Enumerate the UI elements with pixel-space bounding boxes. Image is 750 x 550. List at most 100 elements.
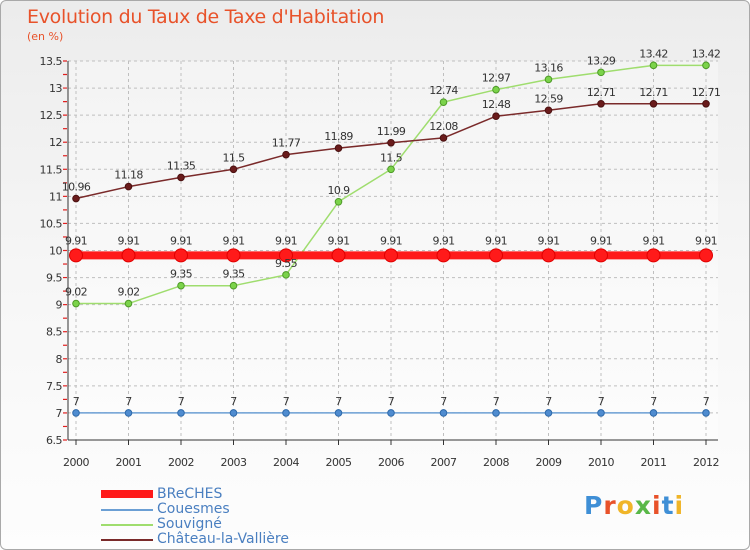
data-label-couesmes: 7 xyxy=(545,395,552,408)
data-label-breches: 9.91 xyxy=(432,234,454,247)
data-point-souvigne xyxy=(387,165,395,174)
chart-title: Evolution du Taux de Taxe d'Habitation xyxy=(27,6,385,28)
data-point-breches xyxy=(69,248,83,263)
x-tick-label: 2008 xyxy=(483,456,509,469)
data-point-chateau-la-valliere xyxy=(649,99,658,108)
data-point-breches xyxy=(541,248,556,263)
proxiti-logo: Proxiti xyxy=(584,491,684,520)
data-point-breches xyxy=(384,248,398,263)
data-label-couesmes: 7 xyxy=(650,395,657,408)
data-point-souvigne xyxy=(439,98,448,106)
legend-item-breches: BReCHES xyxy=(101,487,361,502)
data-point-souvigne xyxy=(72,299,80,308)
data-label-chateau-la-valliere: 11.89 xyxy=(324,130,353,143)
data-label-chateau-la-valliere: 11.18 xyxy=(114,169,143,182)
data-label-breches: 9.91 xyxy=(65,234,87,247)
data-point-breches xyxy=(121,248,136,263)
data-point-souvigne xyxy=(282,271,290,279)
y-tick-label: 9 xyxy=(56,299,63,312)
data-label-souvigne: 13.42 xyxy=(692,47,721,60)
data-label-souvigne: 13.29 xyxy=(587,54,616,67)
data-label-couesmes: 7 xyxy=(703,395,710,408)
data-point-couesmes xyxy=(387,409,395,417)
data-point-breches xyxy=(646,248,661,263)
data-label-breches: 9.91 xyxy=(222,234,244,247)
data-point-souvigne xyxy=(229,281,238,290)
data-label-breches: 9.91 xyxy=(642,234,664,247)
data-point-chateau-la-valliere xyxy=(702,99,710,108)
legend-swatch-chateau-la-valliere xyxy=(101,539,153,541)
data-point-souvigne xyxy=(544,75,553,84)
data-label-souvigne: 12.74 xyxy=(429,84,458,97)
data-point-chateau-la-valliere xyxy=(72,194,80,203)
logo-letter: t xyxy=(661,491,675,520)
data-point-couesmes xyxy=(282,409,290,417)
data-label-breches: 9.91 xyxy=(695,234,717,247)
logo-letter: i xyxy=(674,491,685,520)
logo-letter: o xyxy=(616,491,635,520)
data-label-chateau-la-valliere: 11.5 xyxy=(222,151,245,164)
data-point-breches xyxy=(226,248,241,263)
x-tick-label: 2006 xyxy=(378,456,404,469)
y-tick-label: 10.5 xyxy=(40,217,63,230)
data-point-souvigne xyxy=(492,85,500,94)
data-label-breches: 9.91 xyxy=(485,234,507,247)
data-label-souvigne: 10.9 xyxy=(327,184,350,197)
legend-item-souvigne: Souvigné xyxy=(101,517,361,532)
chart-legend: BReCHES Couesmes Souvigné Château-la-Val… xyxy=(101,487,361,547)
x-tick-label: 2003 xyxy=(221,456,247,469)
y-tick-label: 8 xyxy=(56,353,63,366)
data-label-breches: 9.91 xyxy=(170,234,192,247)
x-tick-label: 2000 xyxy=(63,456,89,469)
data-point-couesmes xyxy=(597,409,605,417)
data-point-souvigne xyxy=(334,197,343,206)
data-point-couesmes xyxy=(544,409,553,417)
data-point-couesmes xyxy=(334,409,343,417)
y-tick-label: 11.5 xyxy=(40,163,63,176)
data-label-souvigne: 11.5 xyxy=(380,151,403,164)
data-point-couesmes xyxy=(229,409,238,417)
data-label-couesmes: 7 xyxy=(440,395,447,408)
data-label-souvigne: 9.35 xyxy=(222,268,245,281)
data-label-couesmes: 7 xyxy=(283,395,290,408)
data-label-chateau-la-valliere: 12.71 xyxy=(639,86,668,99)
data-point-chateau-la-valliere xyxy=(124,182,133,191)
legend-label-chateau-la-valliere: Château-la-Vallière xyxy=(157,531,289,547)
y-tick-label: 7 xyxy=(56,407,63,420)
legend-label-breches: BReCHES xyxy=(157,486,223,502)
data-label-souvigne: 13.16 xyxy=(534,61,563,74)
data-point-couesmes xyxy=(492,409,500,417)
data-point-couesmes xyxy=(702,409,710,417)
logo-letter: i xyxy=(652,491,662,520)
data-label-couesmes: 7 xyxy=(493,395,500,408)
data-point-breches xyxy=(489,248,503,263)
data-point-breches xyxy=(331,248,346,263)
y-tick-label: 12 xyxy=(49,136,62,149)
y-tick-label: 6.5 xyxy=(46,434,62,447)
data-label-souvigne: 9.35 xyxy=(170,268,193,281)
data-point-chateau-la-valliere xyxy=(177,173,185,182)
data-point-souvigne xyxy=(702,61,710,70)
legend-label-couesmes: Couesmes xyxy=(157,501,230,517)
data-label-couesmes: 7 xyxy=(335,395,342,408)
data-label-chateau-la-valliere: 11.99 xyxy=(377,125,406,138)
y-tick-label: 9.5 xyxy=(46,272,62,285)
data-point-couesmes xyxy=(649,409,658,417)
data-label-breches: 9.91 xyxy=(117,234,139,247)
data-point-breches xyxy=(699,248,713,263)
logo-letter: x xyxy=(634,491,652,520)
x-tick-label: 2011 xyxy=(641,456,667,469)
y-tick-label: 13 xyxy=(49,82,62,95)
data-label-chateau-la-valliere: 12.71 xyxy=(692,86,721,99)
data-label-couesmes: 7 xyxy=(178,395,185,408)
legend-item-chateau-la-valliere: Château-la-Vallière xyxy=(101,532,361,547)
data-label-breches: 9.91 xyxy=(537,234,559,247)
x-tick-label: 2007 xyxy=(431,456,457,469)
data-label-chateau-la-valliere: 10.96 xyxy=(62,181,91,194)
data-point-chateau-la-valliere xyxy=(387,138,395,147)
data-label-souvigne: 9.02 xyxy=(65,286,87,299)
data-label-chateau-la-valliere: 12.71 xyxy=(587,86,616,99)
data-point-breches xyxy=(174,248,188,263)
data-label-chateau-la-valliere: 12.08 xyxy=(429,120,458,133)
